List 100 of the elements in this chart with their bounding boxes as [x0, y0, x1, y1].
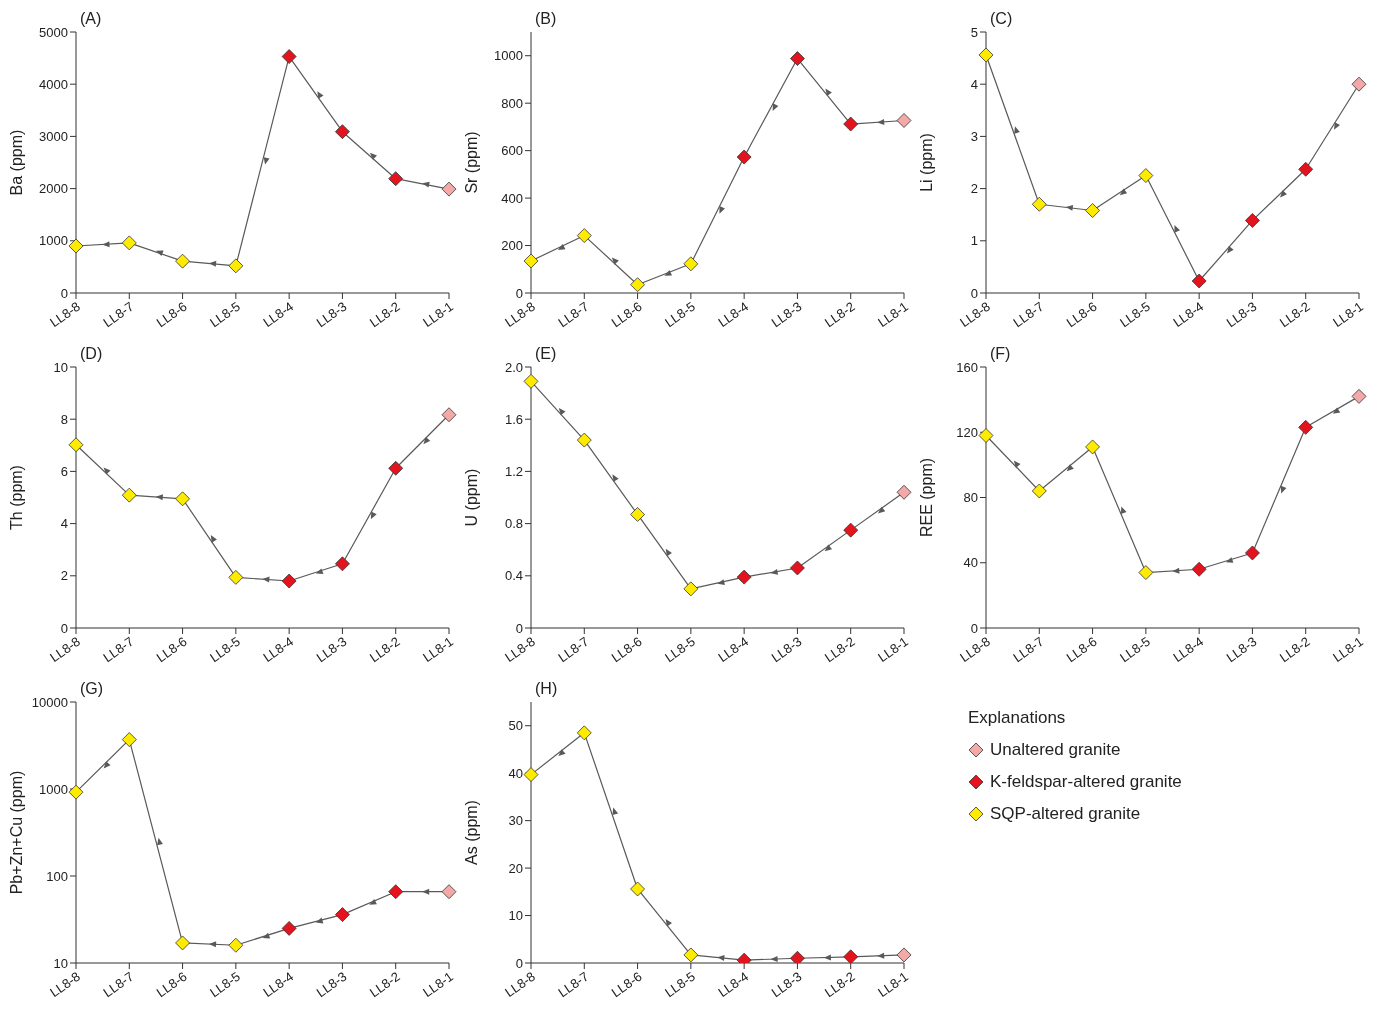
y-axis-title: As (ppm)	[462, 800, 480, 865]
legend-label: K-feldspar-altered granite	[990, 772, 1182, 792]
point	[441, 884, 457, 900]
y-tick-label: 5	[970, 24, 978, 40]
chart-title: (B)	[535, 10, 557, 28]
y-tick-label: 1000	[39, 781, 68, 797]
point	[843, 522, 859, 538]
chart-title: (E)	[535, 345, 557, 363]
point	[335, 124, 350, 140]
y-tick-label: 0	[970, 285, 978, 301]
y-tick-label: 0.4	[504, 568, 523, 584]
y-tick-label: 2	[970, 181, 978, 197]
y-tick-label: 10	[53, 359, 68, 375]
y-tick-label: 0	[515, 620, 523, 636]
y-tick-label: 3000	[39, 129, 68, 145]
point	[896, 484, 912, 500]
y-tick-label: 200	[501, 238, 523, 254]
point	[978, 428, 994, 443]
point	[1191, 561, 1207, 577]
chart-title: (H)	[535, 680, 558, 698]
point	[441, 407, 457, 423]
point	[1298, 419, 1314, 435]
point	[388, 884, 404, 900]
point	[1085, 439, 1100, 455]
point	[228, 258, 244, 274]
point	[1351, 388, 1367, 404]
point	[683, 256, 699, 272]
point	[175, 491, 190, 507]
point	[68, 238, 84, 254]
point	[790, 950, 805, 963]
point	[121, 235, 137, 251]
y-tick-label: 5000	[39, 24, 68, 40]
point	[896, 947, 912, 963]
legend-label: SQP-altered granite	[990, 804, 1141, 824]
point	[978, 47, 994, 63]
chart-title: (F)	[990, 345, 1011, 363]
y-tick-label: 0	[970, 620, 978, 636]
y-tick-label: 800	[501, 95, 523, 111]
y-tick-label: 1000	[494, 48, 523, 64]
y-tick-label: 0.8	[504, 516, 523, 532]
y-tick-label: 6	[60, 464, 68, 480]
y-tick-label: 20	[508, 860, 523, 876]
y-axis-title: Ba (ppm)	[7, 129, 25, 196]
y-tick-label: 40	[508, 765, 523, 781]
point	[68, 437, 84, 453]
y-axis-title: Sr (ppm)	[462, 131, 480, 194]
point	[1191, 273, 1207, 289]
point	[576, 228, 592, 243]
point	[630, 881, 645, 897]
point	[1085, 203, 1100, 218]
point	[388, 171, 404, 187]
point	[523, 373, 539, 389]
point	[121, 487, 137, 503]
point	[388, 460, 404, 476]
y-tick-label: 3	[970, 129, 978, 145]
point	[1298, 161, 1314, 177]
y-tick-label: 600	[501, 143, 523, 159]
point	[896, 113, 912, 128]
y-tick-label: 120	[956, 424, 978, 440]
y-tick-label: 8	[60, 411, 68, 427]
y-axis-title: U (ppm)	[462, 468, 480, 527]
point	[121, 732, 137, 747]
y-tick-label: 4000	[39, 76, 68, 92]
point	[843, 949, 859, 963]
point	[630, 507, 645, 522]
point	[736, 149, 752, 165]
legend-label: Unaltered granite	[990, 740, 1121, 760]
chart-title: (D)	[80, 345, 103, 363]
point	[281, 573, 297, 589]
y-tick-label: 400	[501, 190, 523, 206]
y-axis-title: Th (ppm)	[7, 465, 25, 530]
y-axis-title: Li (ppm)	[917, 133, 935, 192]
point	[1245, 213, 1260, 228]
y-tick-label: 100	[46, 868, 68, 884]
chart-title: (C)	[990, 10, 1013, 28]
point	[523, 767, 539, 783]
y-tick-label: 1.2	[504, 464, 523, 480]
y-tick-label: 2	[60, 568, 68, 584]
y-tick-label: 4	[60, 516, 68, 532]
point	[441, 181, 457, 197]
point	[790, 560, 805, 576]
y-tick-label: 10000	[31, 694, 68, 710]
y-tick-label: 30	[508, 813, 523, 829]
y-tick-label: 10	[53, 955, 68, 971]
point	[281, 920, 297, 936]
y-tick-label: 0	[60, 620, 68, 636]
y-tick-label: 0	[515, 285, 523, 301]
point	[576, 432, 592, 448]
y-tick-label: 0	[515, 955, 523, 971]
y-tick-label: 40	[963, 555, 978, 571]
y-tick-label: 10	[508, 908, 523, 924]
y-tick-label: 80	[963, 490, 978, 506]
y-axis-title: Pb+Zn+Cu (ppm)	[7, 770, 25, 895]
legend-title: Explanations	[968, 708, 1067, 728]
y-tick-label: 4	[970, 76, 978, 92]
y-tick-label: 1.6	[504, 411, 523, 427]
y-tick-label: 0	[60, 285, 68, 301]
point	[790, 51, 805, 66]
point	[683, 947, 699, 963]
point	[281, 49, 297, 64]
